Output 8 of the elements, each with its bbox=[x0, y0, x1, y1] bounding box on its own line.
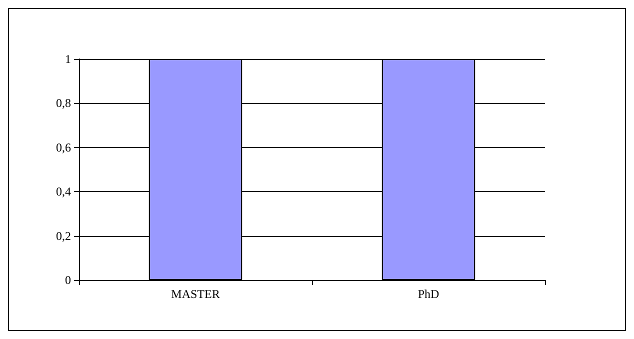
y-tick-label: 0,2 bbox=[56, 228, 71, 243]
y-tick-label: 0 bbox=[65, 273, 71, 287]
y-tick-label: 1 bbox=[65, 52, 71, 66]
x-tick-label: MASTER bbox=[171, 287, 220, 301]
x-tick-label: PhD bbox=[418, 287, 440, 301]
y-tick-label: 0,6 bbox=[56, 140, 71, 154]
y-tick-label: 0,8 bbox=[56, 96, 71, 110]
y-tick-label: 0,4 bbox=[56, 184, 71, 199]
